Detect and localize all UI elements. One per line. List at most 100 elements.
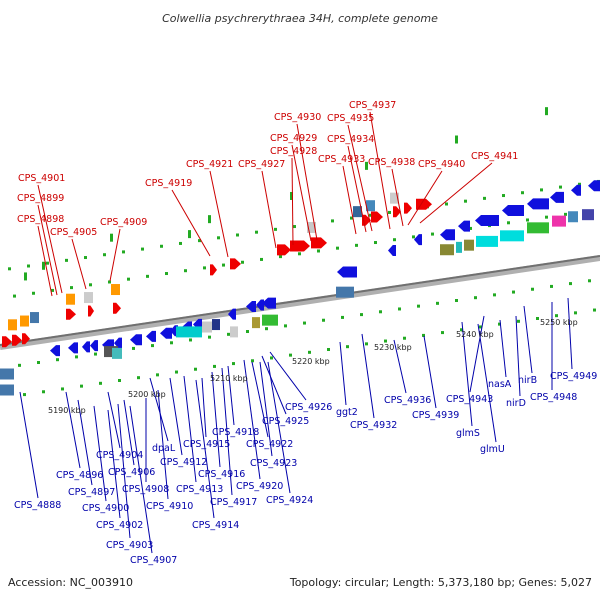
reverse-gene-arrow xyxy=(50,345,60,357)
track-dot xyxy=(550,284,553,288)
gene-box xyxy=(202,321,212,333)
reverse-gene-label: CPS_4918 xyxy=(212,427,259,438)
label-leader-line xyxy=(342,165,357,235)
track-dot xyxy=(293,225,296,229)
forward-gene-arrow xyxy=(210,264,217,276)
gene-track xyxy=(0,180,600,396)
track-dot xyxy=(65,258,68,262)
scale-tick-label: 5240 kbp xyxy=(456,330,494,339)
gene-box xyxy=(307,221,316,233)
track-dot xyxy=(23,393,26,397)
track-dot xyxy=(141,247,144,251)
reverse-gene-arrow xyxy=(527,198,549,210)
track-dot xyxy=(517,319,520,323)
reverse-gene-label: CPS_4908 xyxy=(122,484,169,495)
gene-box xyxy=(252,317,260,329)
label-leader-line xyxy=(227,365,235,426)
track-dot xyxy=(103,253,106,257)
track-dot xyxy=(255,230,258,234)
track-dot xyxy=(122,250,125,254)
track-dot xyxy=(13,294,16,298)
gene-box xyxy=(336,286,354,298)
reverse-gene-label: CPS_4917 xyxy=(210,497,257,508)
track-dot xyxy=(274,227,277,231)
track-tick xyxy=(545,107,548,116)
reverse-gene-arrow xyxy=(458,220,470,232)
track-tick xyxy=(455,135,458,144)
reverse-gene-label: CPS_4932 xyxy=(350,420,397,431)
track-dot xyxy=(236,233,239,237)
forward-gene-arrow xyxy=(12,334,22,346)
track-dot xyxy=(194,367,197,371)
track-dot xyxy=(70,286,73,290)
scale-tick-label: 5220 kbp xyxy=(292,357,330,366)
track-dot xyxy=(374,241,377,245)
track-tick xyxy=(24,272,27,281)
reverse-gene-label: CPS_4912 xyxy=(160,457,207,468)
track-dot xyxy=(203,266,206,270)
label-leader-line xyxy=(523,305,533,374)
track-dot xyxy=(384,339,387,343)
label-leader-line xyxy=(211,371,221,468)
reverse-gene-label: nirD xyxy=(506,398,526,409)
reverse-gene-label: CPS_4936 xyxy=(384,395,431,406)
label-leader-line xyxy=(243,359,261,480)
track-dot xyxy=(460,328,463,332)
forward-gene-label: CPS_4941 xyxy=(471,151,518,162)
label-leader-line xyxy=(515,315,521,397)
label-leader-line xyxy=(347,124,373,232)
reverse-gene-arrow xyxy=(160,327,172,339)
label-leader-line xyxy=(423,335,437,409)
label-leader-line xyxy=(419,162,493,224)
track-dot xyxy=(360,313,363,317)
reverse-gene-arrow xyxy=(571,184,581,196)
reverse-gene-arrow xyxy=(246,301,256,313)
label-leader-line xyxy=(369,111,391,230)
reverse-gene-label: dpaL xyxy=(152,443,176,454)
reverse-gene-label: glmU xyxy=(480,444,505,455)
forward-gene-label: CPS_4909 xyxy=(100,217,147,228)
reverse-gene-label: nasA xyxy=(488,379,512,390)
reverse-gene-label: CPS_4903 xyxy=(106,540,153,551)
reverse-gene-label: CPS_4916 xyxy=(198,469,245,480)
reverse-gene-arrow xyxy=(388,244,396,256)
track-dot xyxy=(322,318,325,322)
reverse-gene-label: CPS_4925 xyxy=(262,416,309,427)
label-leader-line xyxy=(169,377,183,456)
track-dot xyxy=(51,288,54,292)
track-dot xyxy=(521,191,524,195)
track-dot xyxy=(184,269,187,273)
reverse-gene-arrow xyxy=(114,337,122,349)
track-dot xyxy=(493,293,496,297)
reverse-gene-label: CPS_4913 xyxy=(176,484,223,495)
track-tick xyxy=(188,230,191,239)
forward-gene-label: CPS_4940 xyxy=(418,159,465,170)
track-dot xyxy=(84,256,87,260)
track-dot xyxy=(246,330,249,334)
gene-box xyxy=(212,319,220,331)
reverse-gene-label: CPS_4923 xyxy=(250,458,297,469)
track-dot xyxy=(559,185,562,189)
track-dot xyxy=(507,221,510,225)
track-dot xyxy=(289,353,292,357)
reverse-gene-label: CPS_4900 xyxy=(82,503,129,514)
reverse-gene-arrow xyxy=(68,342,78,354)
label-leader-line xyxy=(261,355,287,415)
track-tick xyxy=(110,233,113,242)
label-leader-line xyxy=(461,321,473,427)
label-leader-line xyxy=(259,361,273,457)
track-dot xyxy=(365,342,368,346)
label-leader-line xyxy=(469,315,485,393)
track-dot xyxy=(222,263,225,267)
track-dot xyxy=(56,358,59,362)
label-leader-line xyxy=(65,391,81,469)
forward-gene-label: CPS_4898 xyxy=(17,214,64,225)
forward-gene-label: CPS_4930 xyxy=(274,112,321,123)
forward-gene-arrow xyxy=(66,308,76,320)
scale-tick-label: 5250 kbp xyxy=(540,318,578,327)
track-dot xyxy=(531,287,534,291)
gene-box xyxy=(464,239,474,251)
track-dot xyxy=(108,280,111,284)
track-dot xyxy=(398,307,401,311)
